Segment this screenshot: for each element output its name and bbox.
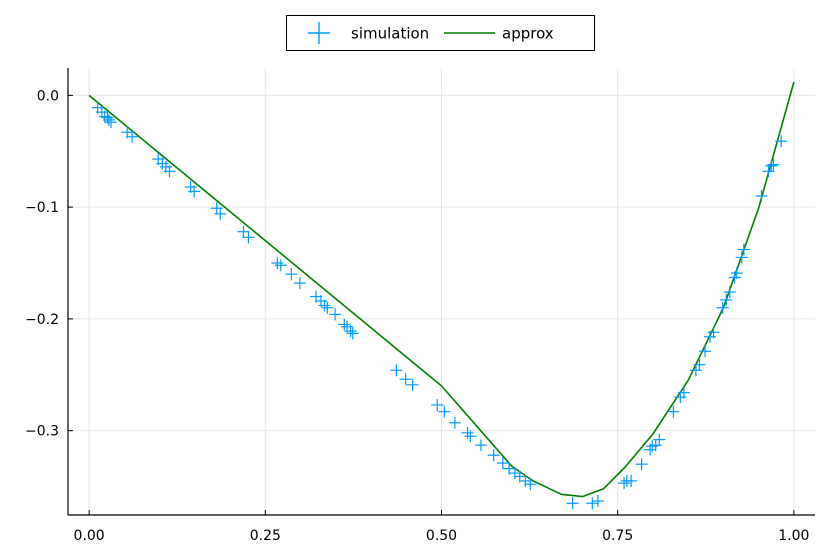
simulation-point xyxy=(723,286,736,299)
legend: simulation approx xyxy=(286,15,595,51)
simulation-point xyxy=(242,231,255,244)
simulation-point xyxy=(635,458,648,471)
simulation-point xyxy=(496,457,509,470)
simulation-point xyxy=(566,497,579,510)
simulation-point xyxy=(406,378,419,391)
simulation-series xyxy=(91,101,788,510)
simulation-point xyxy=(104,116,117,129)
y-tick-label: 0.0 xyxy=(37,88,59,104)
y-tick-label: −0.3 xyxy=(25,424,59,440)
legend-label-approx: approx xyxy=(502,25,554,43)
simulation-point xyxy=(762,165,775,178)
simulation-point xyxy=(474,439,487,452)
simulation-point xyxy=(464,430,477,443)
simulation-point xyxy=(730,267,743,280)
simulation-point xyxy=(390,364,403,377)
simulation-point xyxy=(344,325,357,338)
x-tick-label: 0.50 xyxy=(426,528,457,544)
simulation-point xyxy=(329,308,342,321)
simulation-point xyxy=(720,293,733,306)
simulation-point xyxy=(765,159,778,172)
approx-line xyxy=(88,81,795,498)
simulation-point xyxy=(318,299,331,312)
simulation-point xyxy=(431,398,444,411)
simulation-point xyxy=(699,345,712,358)
simulation-point xyxy=(677,386,690,399)
simulation-point xyxy=(737,243,750,256)
legend-box xyxy=(286,15,595,51)
simulation-point xyxy=(653,433,666,446)
simulation-point xyxy=(775,135,788,148)
x-tick-label: 0.75 xyxy=(602,528,633,544)
simulation-point xyxy=(755,189,768,202)
simulation-point xyxy=(237,225,250,238)
simulation-point xyxy=(461,426,474,439)
simulation-point xyxy=(508,467,521,480)
simulation-point xyxy=(163,165,176,178)
simulation-point xyxy=(767,158,780,171)
simulation-point xyxy=(338,318,351,331)
simulation-point xyxy=(102,113,115,126)
simulation-point xyxy=(293,277,306,290)
simulation-point xyxy=(346,327,359,340)
simulation-point xyxy=(693,358,706,371)
approx-series xyxy=(88,81,795,498)
simulation-point xyxy=(707,326,720,339)
simulation-point xyxy=(487,449,500,462)
legend-label-simulation: simulation xyxy=(351,25,429,43)
simulation-point xyxy=(399,373,412,386)
simulation-point xyxy=(591,495,604,508)
legend-marker-simulation xyxy=(308,22,330,44)
simulation-point xyxy=(524,478,537,491)
simulation-point xyxy=(448,416,461,429)
x-tick-label: 1.00 xyxy=(778,528,809,544)
simulation-point xyxy=(214,207,227,220)
simulation-point xyxy=(586,497,599,510)
simulation-point xyxy=(716,301,729,314)
simulation-point xyxy=(519,474,532,487)
axes xyxy=(67,68,815,516)
gridlines xyxy=(68,68,815,515)
simulation-point xyxy=(285,268,298,281)
simulation-point xyxy=(625,474,638,487)
x-tick-label: 0.00 xyxy=(74,528,105,544)
simulation-point xyxy=(188,185,201,198)
x-tick-label: 0.25 xyxy=(250,528,281,544)
simulation-point xyxy=(274,259,287,272)
simulation-point xyxy=(321,301,334,314)
y-tick-label: −0.2 xyxy=(25,312,59,328)
simulation-point xyxy=(667,405,680,418)
tick-labels: 0.00 0.25 0.50 0.75 1.00 0.0 −0.1 −0.2 −0.3 xyxy=(25,88,809,544)
simulation-point xyxy=(126,130,139,143)
simulation-point xyxy=(438,405,451,418)
y-tick-label: −0.1 xyxy=(25,200,59,216)
simulation-point xyxy=(618,477,631,490)
simulation-point xyxy=(735,251,748,264)
